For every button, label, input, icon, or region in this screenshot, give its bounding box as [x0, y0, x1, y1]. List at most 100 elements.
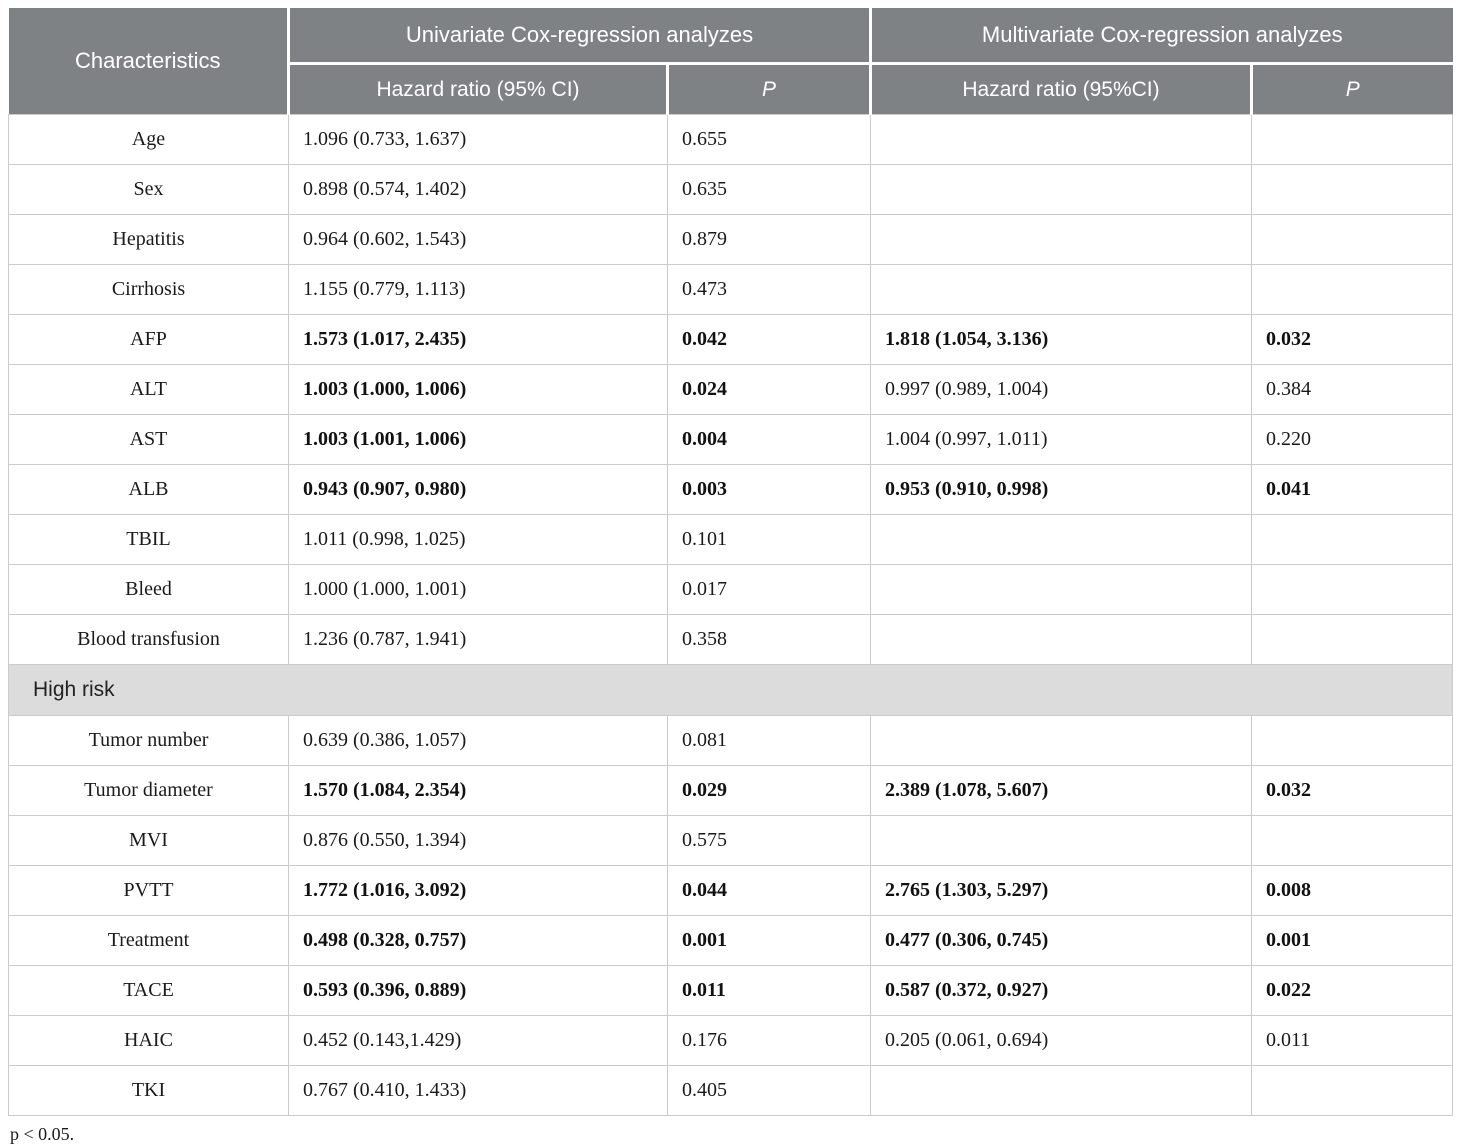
multi-hr-cell — [870, 1065, 1253, 1116]
multi-hr-cell — [870, 815, 1253, 866]
table-row-blood-transfusion: Blood transfusion 1.236 (0.787, 1.941) 0… — [8, 614, 1454, 665]
uni-p-cell: 0.042 — [666, 314, 872, 365]
table-body: Age 1.096 (0.733, 1.637) 0.655 Sex 0.898… — [7, 114, 1454, 1116]
table-row-age: Age 1.096 (0.733, 1.637) 0.655 — [8, 114, 1454, 165]
row-label: Sex — [8, 164, 289, 215]
multi-p-cell — [1251, 564, 1454, 615]
row-label: Tumor number — [8, 715, 289, 766]
multi-p-cell — [1251, 614, 1454, 665]
row-label: AFP — [8, 314, 289, 365]
row-label: PVTT — [8, 865, 289, 916]
row-label: Tumor diameter — [8, 765, 289, 816]
multi-p-cell — [1251, 214, 1454, 265]
multi-hr-cell — [870, 264, 1253, 315]
table-header: Characteristics Univariate Cox-regressio… — [8, 8, 1453, 115]
multi-p-cell — [1251, 514, 1454, 565]
multi-hr-cell — [870, 214, 1253, 265]
multi-hr-cell: 0.477 (0.306, 0.745) — [870, 915, 1253, 966]
row-label: ALB — [8, 464, 289, 515]
uni-hr-cell: 1.236 (0.787, 1.941) — [288, 614, 668, 665]
uni-hr-cell: 1.011 (0.998, 1.025) — [288, 514, 668, 565]
multi-p-cell: 0.032 — [1251, 765, 1454, 816]
uni-p-cell: 0.004 — [666, 414, 872, 465]
uni-p-cell: 0.635 — [666, 164, 872, 215]
multi-hr-cell: 0.205 (0.061, 0.694) — [870, 1015, 1253, 1066]
header-multi-hazard-ratio: Hazard ratio (95%CI) — [869, 62, 1252, 115]
table-row-alt: ALT 1.003 (1.000, 1.006) 0.024 0.997 (0.… — [8, 364, 1454, 415]
section-label: High risk — [7, 664, 1454, 716]
multi-p-cell — [1251, 164, 1454, 215]
uni-hr-cell: 0.964 (0.602, 1.543) — [288, 214, 668, 265]
row-label: MVI — [8, 815, 289, 866]
multi-p-cell: 0.008 — [1251, 865, 1454, 916]
multi-hr-cell: 0.997 (0.989, 1.004) — [870, 364, 1253, 415]
uni-p-cell: 0.575 — [666, 815, 872, 866]
uni-hr-cell: 0.876 (0.550, 1.394) — [288, 815, 668, 866]
uni-hr-cell: 0.593 (0.396, 0.889) — [288, 965, 668, 1016]
uni-hr-cell: 1.096 (0.733, 1.637) — [288, 114, 668, 165]
uni-hr-cell: 1.003 (1.000, 1.006) — [288, 364, 668, 415]
uni-p-cell: 0.358 — [666, 614, 872, 665]
uni-p-cell: 0.405 — [666, 1065, 872, 1116]
multi-hr-cell — [870, 564, 1253, 615]
multi-p-cell: 0.032 — [1251, 314, 1454, 365]
table-row-tace: TACE 0.593 (0.396, 0.889) 0.011 0.587 (0… — [8, 965, 1454, 1016]
paper-table-page: Characteristics Univariate Cox-regressio… — [7, 8, 1454, 1144]
uni-hr-cell: 0.898 (0.574, 1.402) — [288, 164, 668, 215]
row-label: Age — [8, 114, 289, 165]
uni-p-cell: 0.044 — [666, 865, 872, 916]
uni-p-cell: 0.473 — [666, 264, 872, 315]
row-label: ALT — [8, 364, 289, 415]
multi-p-cell — [1251, 815, 1454, 866]
table-footnote: p < 0.05. — [10, 1124, 75, 1144]
multi-p-cell — [1251, 114, 1454, 165]
table-row-tki: TKI 0.767 (0.410, 1.433) 0.405 — [8, 1065, 1454, 1116]
multi-p-cell: 0.220 — [1251, 414, 1454, 465]
row-label: Cirrhosis — [8, 264, 289, 315]
table-row-ast: AST 1.003 (1.001, 1.006) 0.004 1.004 (0.… — [8, 414, 1454, 465]
header-uni-p: P — [665, 62, 871, 115]
table-row-tumor-diameter: Tumor diameter 1.570 (1.084, 2.354) 0.02… — [8, 765, 1454, 816]
uni-p-cell: 0.024 — [666, 364, 872, 415]
multi-hr-cell: 1.004 (0.997, 1.011) — [870, 414, 1253, 465]
uni-p-cell: 0.011 — [666, 965, 872, 1016]
multi-p-cell — [1251, 264, 1454, 315]
table-row-tbil: TBIL 1.011 (0.998, 1.025) 0.101 — [8, 514, 1454, 565]
uni-p-cell: 0.176 — [666, 1015, 872, 1066]
table-row-pvtt: PVTT 1.772 (1.016, 3.092) 0.044 2.765 (1… — [8, 865, 1454, 916]
uni-p-cell: 0.003 — [666, 464, 872, 515]
multi-hr-cell: 2.389 (1.078, 5.607) — [870, 765, 1253, 816]
multi-p-cell: 0.022 — [1251, 965, 1454, 1016]
row-label: Blood transfusion — [8, 614, 289, 665]
uni-p-cell: 0.001 — [666, 915, 872, 966]
uni-hr-cell: 1.155 (0.779, 1.113) — [288, 264, 668, 315]
multi-p-cell: 0.011 — [1251, 1015, 1454, 1066]
header-sub-row: Hazard ratio (95% CI) P Hazard ratio (95… — [9, 62, 1453, 115]
table-row-alb: ALB 0.943 (0.907, 0.980) 0.003 0.953 (0.… — [8, 464, 1454, 515]
multi-hr-cell — [870, 114, 1253, 165]
multi-hr-cell — [870, 614, 1253, 665]
row-label: TBIL — [8, 514, 289, 565]
multi-hr-cell: 0.587 (0.372, 0.927) — [870, 965, 1253, 1016]
header-multivariate-group: Multivariate Cox-regression analyzes — [869, 8, 1453, 64]
multi-p-cell — [1251, 715, 1454, 766]
uni-p-cell: 0.029 — [666, 765, 872, 816]
multi-hr-cell: 2.765 (1.303, 5.297) — [870, 865, 1253, 916]
multi-hr-cell: 0.953 (0.910, 0.998) — [870, 464, 1253, 515]
row-label: TACE — [8, 965, 289, 1016]
row-label: Treatment — [8, 915, 289, 966]
uni-hr-cell: 0.452 (0.143,1.429) — [288, 1015, 668, 1066]
uni-p-cell: 0.101 — [666, 514, 872, 565]
uni-hr-cell: 0.943 (0.907, 0.980) — [288, 464, 668, 515]
uni-p-cell: 0.017 — [666, 564, 872, 615]
row-label: TKI — [8, 1065, 289, 1116]
table-row-bleed: Bleed 1.000 (1.000, 1.001) 0.017 — [8, 564, 1454, 615]
uni-hr-cell: 1.003 (1.001, 1.006) — [288, 414, 668, 465]
uni-hr-cell: 0.639 (0.386, 1.057) — [288, 715, 668, 766]
row-label: Bleed — [8, 564, 289, 615]
table-row-treatment: Treatment 0.498 (0.328, 0.757) 0.001 0.4… — [8, 915, 1454, 966]
uni-hr-cell: 0.767 (0.410, 1.433) — [288, 1065, 668, 1116]
table-row-afp: AFP 1.573 (1.017, 2.435) 0.042 1.818 (1.… — [8, 314, 1454, 365]
multi-hr-cell — [870, 164, 1253, 215]
uni-hr-cell: 1.573 (1.017, 2.435) — [288, 314, 668, 365]
